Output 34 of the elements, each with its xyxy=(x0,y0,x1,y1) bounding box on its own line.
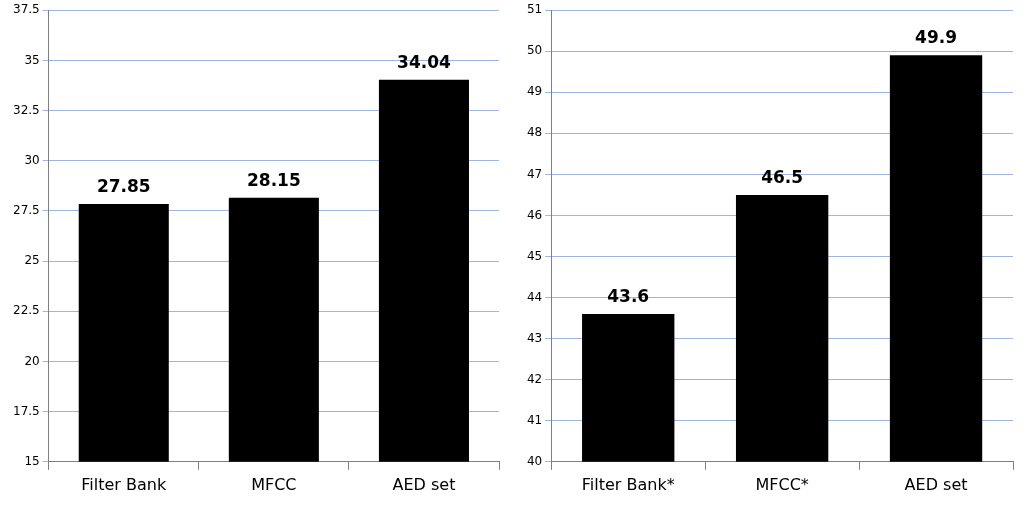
y-tick-label: 42 xyxy=(526,371,543,386)
x-tick-label: Filter Bank* xyxy=(581,474,675,494)
data-label: 43.6 xyxy=(607,285,650,306)
y-tick-label: 44 xyxy=(526,289,543,304)
y-tick-label: 17.5 xyxy=(13,403,40,418)
y-tick-label: 20 xyxy=(24,353,40,368)
x-tick-label: MFCC xyxy=(251,474,297,494)
y-tick-label: 46 xyxy=(526,207,543,222)
x-tick-label: Filter Bank xyxy=(81,474,167,494)
y-tick-label: 37.5 xyxy=(13,2,40,17)
y-tick-label: 15 xyxy=(24,453,40,468)
y-tick-label: 51 xyxy=(526,2,543,17)
y-tick-label: 35 xyxy=(24,52,40,67)
y-tick-label: 43 xyxy=(526,330,543,345)
y-tick-label: 45 xyxy=(526,248,543,263)
data-label: 49.9 xyxy=(915,27,958,48)
y-tick-label: 49 xyxy=(526,84,543,99)
x-tick-label: AED set xyxy=(392,474,456,494)
x-tick-label: MFCC* xyxy=(755,474,809,494)
y-tick-label: 40 xyxy=(526,453,543,468)
data-label: 28.15 xyxy=(246,169,301,190)
y-tick-label: 50 xyxy=(526,43,543,58)
y-tick-label: 30 xyxy=(24,152,40,167)
y-tick-label: 32.5 xyxy=(13,102,40,117)
y-tick-label: 48 xyxy=(526,125,543,140)
y-tick-label: 25 xyxy=(24,253,40,268)
y-tick-label: 47 xyxy=(526,166,543,181)
data-label: 46.5 xyxy=(761,166,804,187)
data-label: 27.85 xyxy=(96,175,151,196)
x-tick-label: AED set xyxy=(904,474,968,494)
y-tick-label: 22.5 xyxy=(13,303,40,318)
y-tick-label: 27.5 xyxy=(13,203,40,218)
y-tick-label: 41 xyxy=(526,412,543,427)
data-label: 34.04 xyxy=(397,51,452,72)
